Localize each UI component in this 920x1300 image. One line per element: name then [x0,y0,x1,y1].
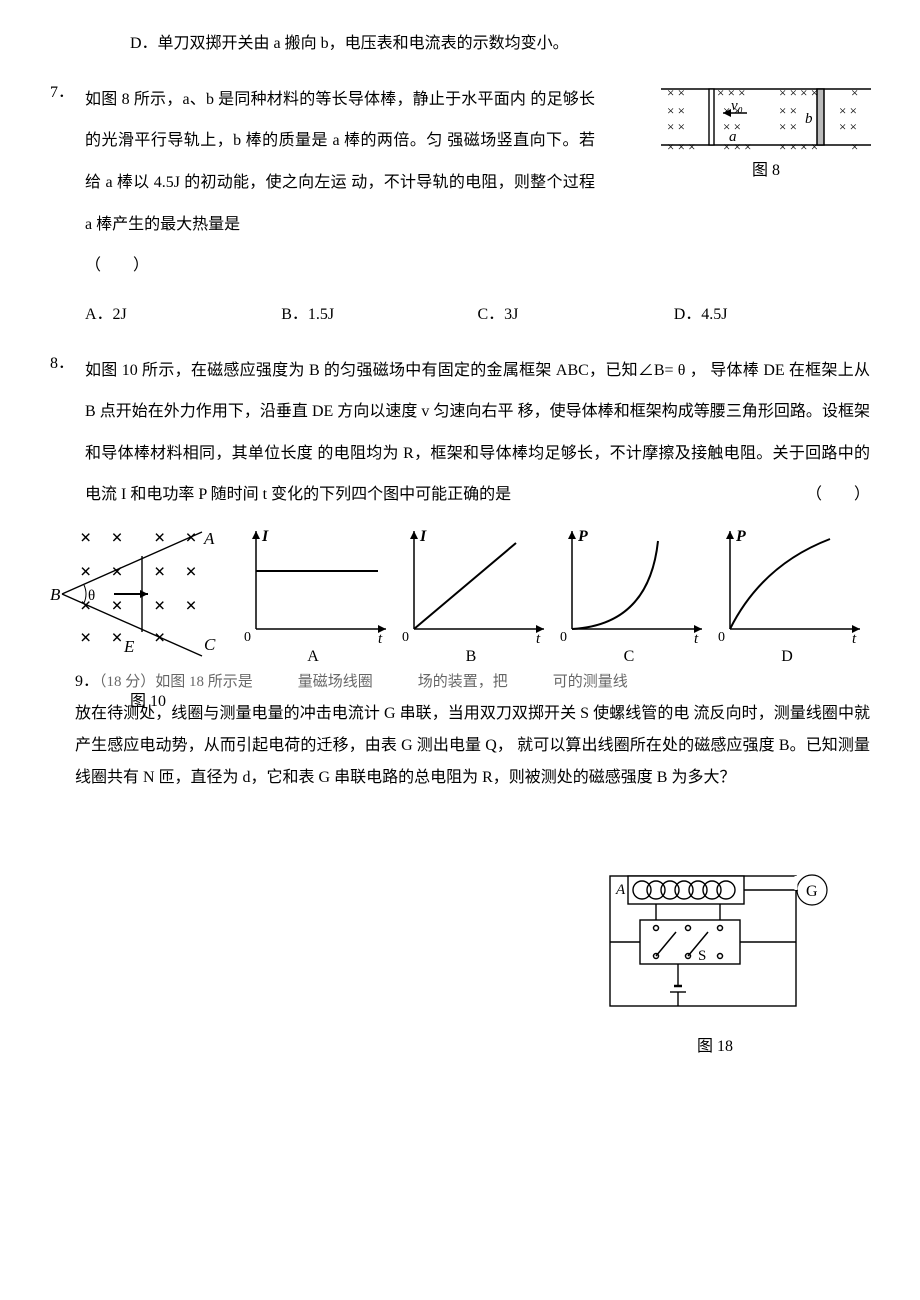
problem-7: 7． 如图 8 所示，a、b 是同种材料的等长导体棒，静止于水平面内 的足够长的… [85,79,870,287]
svg-text:0: 0 [244,630,251,645]
svg-text:× × ×: × × × [723,139,752,154]
problem-9-body: 9．（18 分）如图 18 所示是 量磁场线圈 场的装置，把 可的测量线 放在待… [75,666,870,794]
problem-8-graphs-row: × ×× × × ×× × × ×× × × ×× B θ A C E [50,522,870,672]
svg-text:× ×: × × [80,627,123,649]
svg-text:A: A [203,529,215,548]
figure-18-caption: 图 18 [600,1033,830,1062]
figure-8-caption: 图 8 [661,157,871,186]
svg-text:× ×: × × [839,119,857,134]
svg-text:I: I [261,528,269,545]
previous-option-d: D．单刀双掷开关由 a 搬向 b，电压表和电流表的示数均变小。 [130,30,870,59]
graph-c: P t 0 C [554,525,704,672]
svg-text:b: b [805,111,813,127]
graph-d: P t 0 D [712,525,862,672]
problem-9: 9．（18 分）如图 18 所示是 量磁场线圈 场的装置，把 可的测量线 放在待… [75,666,870,794]
p8-bracket: （ ） [806,474,870,516]
svg-text:× × × ×: × × × × [779,85,818,100]
svg-text:θ: θ [88,588,95,604]
option-d-text: D．单刀双掷开关由 a 搬向 b，电压表和电流表的示数均变小。 [130,35,569,52]
graph-b: I t 0 B [396,525,546,672]
svg-text:×: × [851,85,858,100]
svg-text:I: I [419,528,427,545]
p8-l5: 和电功率 P 随时间 t 变化的下列四个图中可能正确的是 [130,486,511,503]
figure-8: × ×× × ×× × × ×× × ×× ×× ×× × × ×× ×× ××… [661,83,871,186]
svg-text:× ×: × × [779,103,797,118]
svg-text:× × × ×: × × × × [779,139,818,154]
problem-8: 8． 如图 10 所示，在磁感应强度为 B 的匀强磁场中有固定的金属框架 ABC… [85,350,870,516]
svg-text:× ×: × × [80,595,123,617]
figure-18: A G S [600,866,830,1062]
option-b: B．1.5J [281,301,477,330]
problem-7-options: A．2J B．1.5J C．3J D．4.5J [85,301,870,330]
svg-text:× ×: × × [779,119,797,134]
figure-10: × ×× × × ×× × × ×× × × ×× B θ A C E [50,522,230,672]
svg-text:× ×: × × [667,85,685,100]
figure-18-svg: A G S [600,866,830,1016]
svg-text:× ×: × × [839,103,857,118]
problem-7-number: 7． [50,79,74,108]
svg-text:× ×: × × [667,103,685,118]
problem-8-number: 8． [50,350,74,379]
figure-8-svg: × ×× × ×× × × ×× × ×× ×× ×× × × ×× ×× ××… [661,83,871,155]
svg-text:A: A [615,882,626,898]
svg-text:× ×: × × [80,527,123,549]
svg-text:E: E [123,637,135,656]
p9-l2: 放在待测处，线圈与测量电量的冲击电流计 G 串联，当用双刀双掷开关 S 使螺线管… [75,705,689,722]
problem-7-body: 如图 8 所示，a、b 是同种材料的等长导体棒，静止于水平面内 的足够长的光滑平… [85,79,595,287]
svg-text:0: 0 [718,630,725,645]
svg-text:×: × [851,139,858,154]
p7-l1: 如图 8 所示，a、b 是同种材料的等长导体棒，静止于水平面内 [85,91,526,108]
option-a: A．2J [85,301,281,330]
svg-text:a: a [729,129,737,145]
option-c: C．3J [478,301,674,330]
svg-text:0: 0 [402,630,409,645]
svg-text:0: 0 [560,630,567,645]
svg-text:P: P [577,528,588,545]
problem-8-body: 如图 10 所示，在磁感应强度为 B 的匀强磁场中有固定的金属框架 ABC，已知… [85,350,870,516]
svg-text:C: C [204,635,216,654]
p9-overlay: （18 分）如图 18 所示是 量磁场线圈 场的装置，把 可的测量线 [99,674,628,690]
svg-text:× ×: × × [154,595,197,617]
svg-text:P: P [735,528,746,545]
figure-10-caption: 图 10 [130,686,166,718]
svg-text:× × ×: × × × [667,139,696,154]
svg-text:v₀: v₀ [731,98,743,114]
p7-l5: （ ） [85,245,595,287]
svg-text:× ×: × × [154,561,197,583]
svg-text:S: S [698,948,706,964]
svg-text:× ×: × × [80,561,123,583]
option-d: D．4.5J [674,301,870,330]
svg-text:× ×: × × [667,119,685,134]
graph-a: I t 0 A [238,525,388,672]
p8-l1: 如图 10 所示，在磁感应强度为 B 的匀强磁场中有固定的金属框架 ABC，已知… [85,362,706,379]
svg-text:B: B [50,585,61,604]
problem-9-number: 9． [75,673,99,690]
svg-text:× ×: × × [154,527,197,549]
p9-l5: 串联电路的总电阻为 R，则被测处的磁感强度 B 为多大？ [334,769,735,786]
svg-text:G: G [806,883,818,900]
